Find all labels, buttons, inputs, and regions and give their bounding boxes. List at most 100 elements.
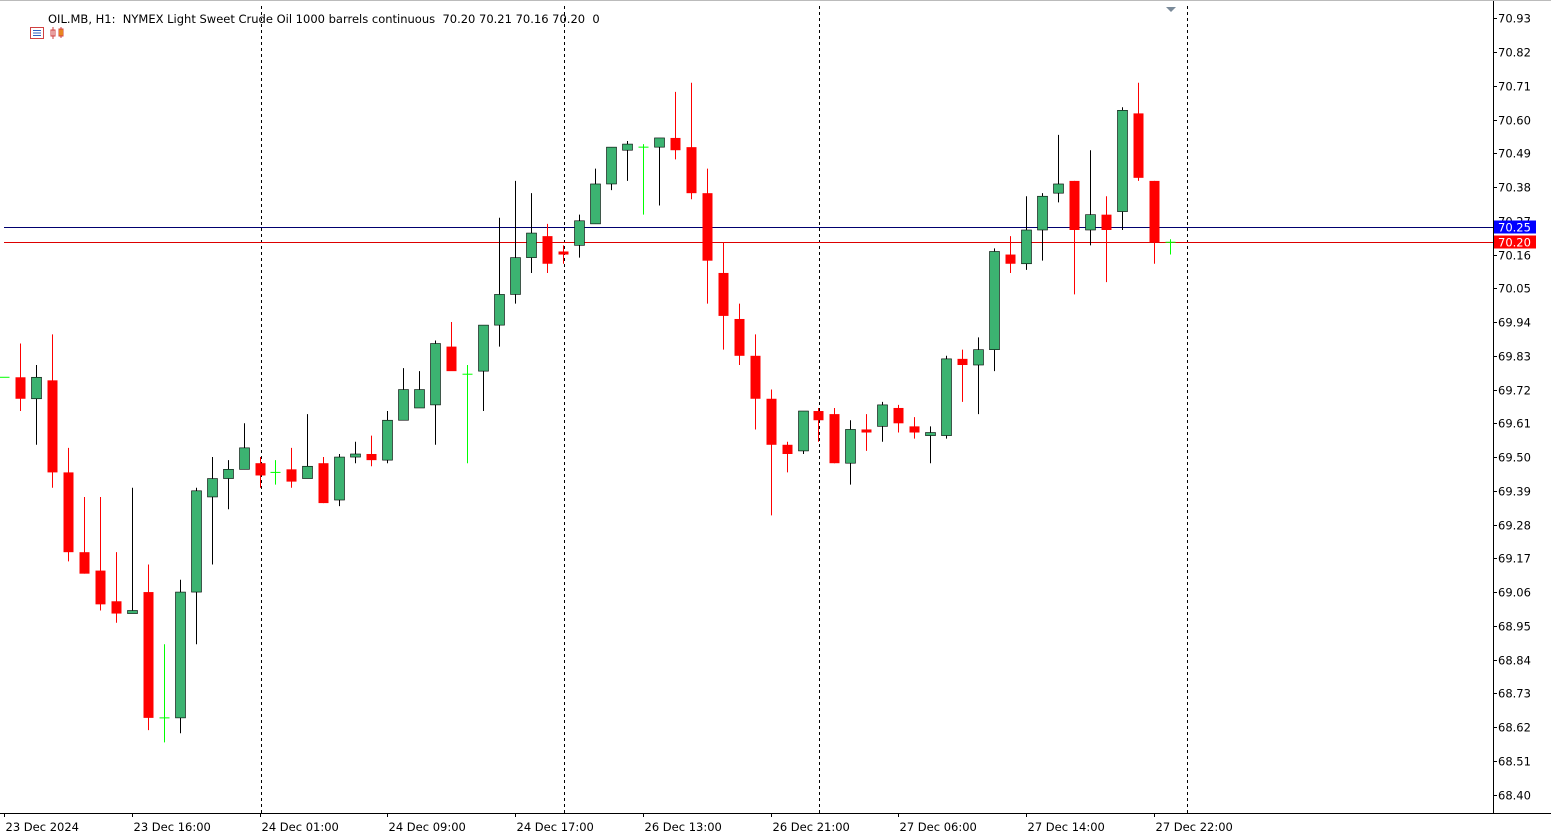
candle [63,447,74,562]
chart-type-icon[interactable] [28,13,64,39]
candle [766,389,777,516]
candle-body [350,453,361,458]
candle-body [909,426,920,433]
candle-body [798,410,809,452]
price-tick-label: 68.73 [1498,687,1531,701]
candle-body [446,346,457,372]
candle-body [510,257,521,295]
candle-body [606,146,617,185]
price-tick-label: 69.28 [1498,519,1531,533]
price-tick-label: 68.84 [1498,654,1531,668]
candle-body [95,570,106,605]
candle [318,457,329,504]
price-axis[interactable]: 70.9370.8270.7170.6070.4970.3870.2770.16… [1493,12,1536,803]
candle-body [861,429,872,433]
candle [255,457,266,488]
candle [510,180,521,304]
candle-body [414,389,425,409]
candle-body [1053,183,1064,194]
time-tick-label: 23 Dec 16:00 [134,820,211,834]
candle [191,487,202,645]
candle [462,365,473,464]
candle-body [542,236,553,264]
candle [414,371,425,409]
candle-body [877,404,888,427]
candle-body [1085,214,1096,231]
price-tick-label: 68.40 [1498,789,1531,803]
candle [718,242,729,350]
candle-body [63,472,74,553]
candle [143,564,154,731]
candle-body [286,469,297,482]
candle-body [1069,180,1080,230]
time-tick-label: 27 Dec 06:00 [900,820,977,834]
candle [1069,180,1080,295]
candle [526,193,537,273]
price-tick-label: 69.17 [1498,552,1531,566]
price-tick-label: 70.93 [1498,12,1531,26]
candle [1133,82,1144,181]
time-tick-label: 24 Dec 17:00 [517,820,594,834]
candle-body [398,389,409,421]
candle-body [686,147,697,194]
price-tick-label: 69.94 [1498,316,1531,330]
candle-body [734,318,745,356]
candle-body [925,432,936,436]
candle-body [207,478,218,498]
candle-body [31,376,42,400]
candle-body [175,591,186,719]
price-tick-label: 70.82 [1498,46,1531,60]
candle-body [1005,254,1016,264]
candle [558,245,569,264]
time-axis[interactable]: 23 Dec 2024 23 Dec 16:00 24 Dec 01:00 24 De… [4,813,1233,834]
candle [159,644,170,743]
price-tick-label: 70.38 [1498,181,1531,195]
candle [127,487,138,614]
candle [1117,107,1128,230]
candle [382,411,393,464]
candle [1085,150,1096,246]
candle [398,368,409,421]
time-tick-label: 26 Dec 13:00 [645,820,722,834]
candle [798,410,809,454]
candle-body [1101,214,1112,230]
candle [111,552,122,623]
candle-body [111,601,122,614]
candle [79,496,90,574]
candle [1053,134,1064,203]
time-tick-label: 27 Dec 22:00 [1156,820,1233,834]
candle [350,441,361,464]
candle-body [526,232,537,258]
candle [175,579,186,734]
candle [782,441,793,473]
candle [366,435,377,467]
candle [223,460,234,510]
candle [15,343,26,412]
candle [478,324,489,412]
ask-price-label-bg [1494,220,1536,234]
price-tick-label: 70.49 [1498,147,1531,161]
candle [286,447,297,488]
candle [861,414,872,451]
price-tick-label: 69.39 [1498,485,1531,499]
price-tick-label: 70.71 [1498,80,1531,94]
period-separators [261,6,1188,813]
candle-body [989,251,1000,350]
candle-body [1117,110,1128,212]
candle-body [143,592,154,718]
candle-body [558,251,569,255]
bid-price-label: 70.20 [1498,236,1531,250]
candle [606,146,617,191]
candle-body [893,407,904,424]
candle [925,426,936,464]
symbol-list-icon[interactable] [8,13,44,39]
candle [239,423,250,470]
candle [302,414,313,479]
candle-body [829,414,840,464]
candle-body [1021,229,1032,265]
candle-body [239,447,250,470]
chart-volume: 0 [592,12,600,26]
price-tick-label: 70.60 [1498,114,1531,128]
